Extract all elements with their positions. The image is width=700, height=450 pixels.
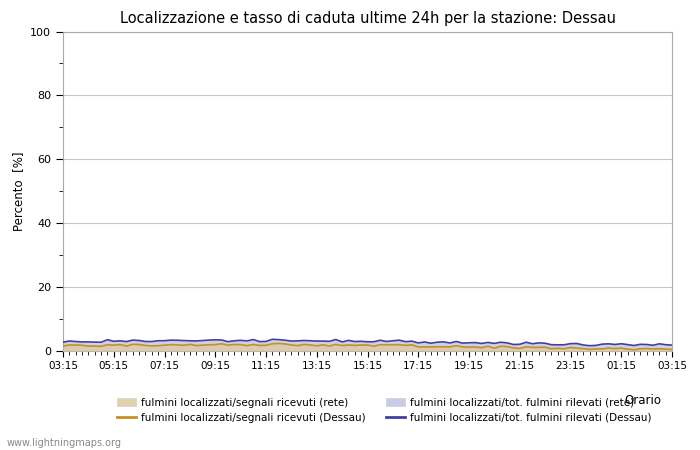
Legend: fulmini localizzati/segnali ricevuti (rete), fulmini localizzati/segnali ricevut: fulmini localizzati/segnali ricevuti (re…: [117, 398, 652, 423]
Text: Orario: Orario: [624, 394, 661, 407]
Text: www.lightningmaps.org: www.lightningmaps.org: [7, 438, 122, 448]
Title: Localizzazione e tasso di caduta ultime 24h per la stazione: Dessau: Localizzazione e tasso di caduta ultime …: [120, 11, 615, 26]
Y-axis label: Percento  [%]: Percento [%]: [12, 152, 24, 231]
